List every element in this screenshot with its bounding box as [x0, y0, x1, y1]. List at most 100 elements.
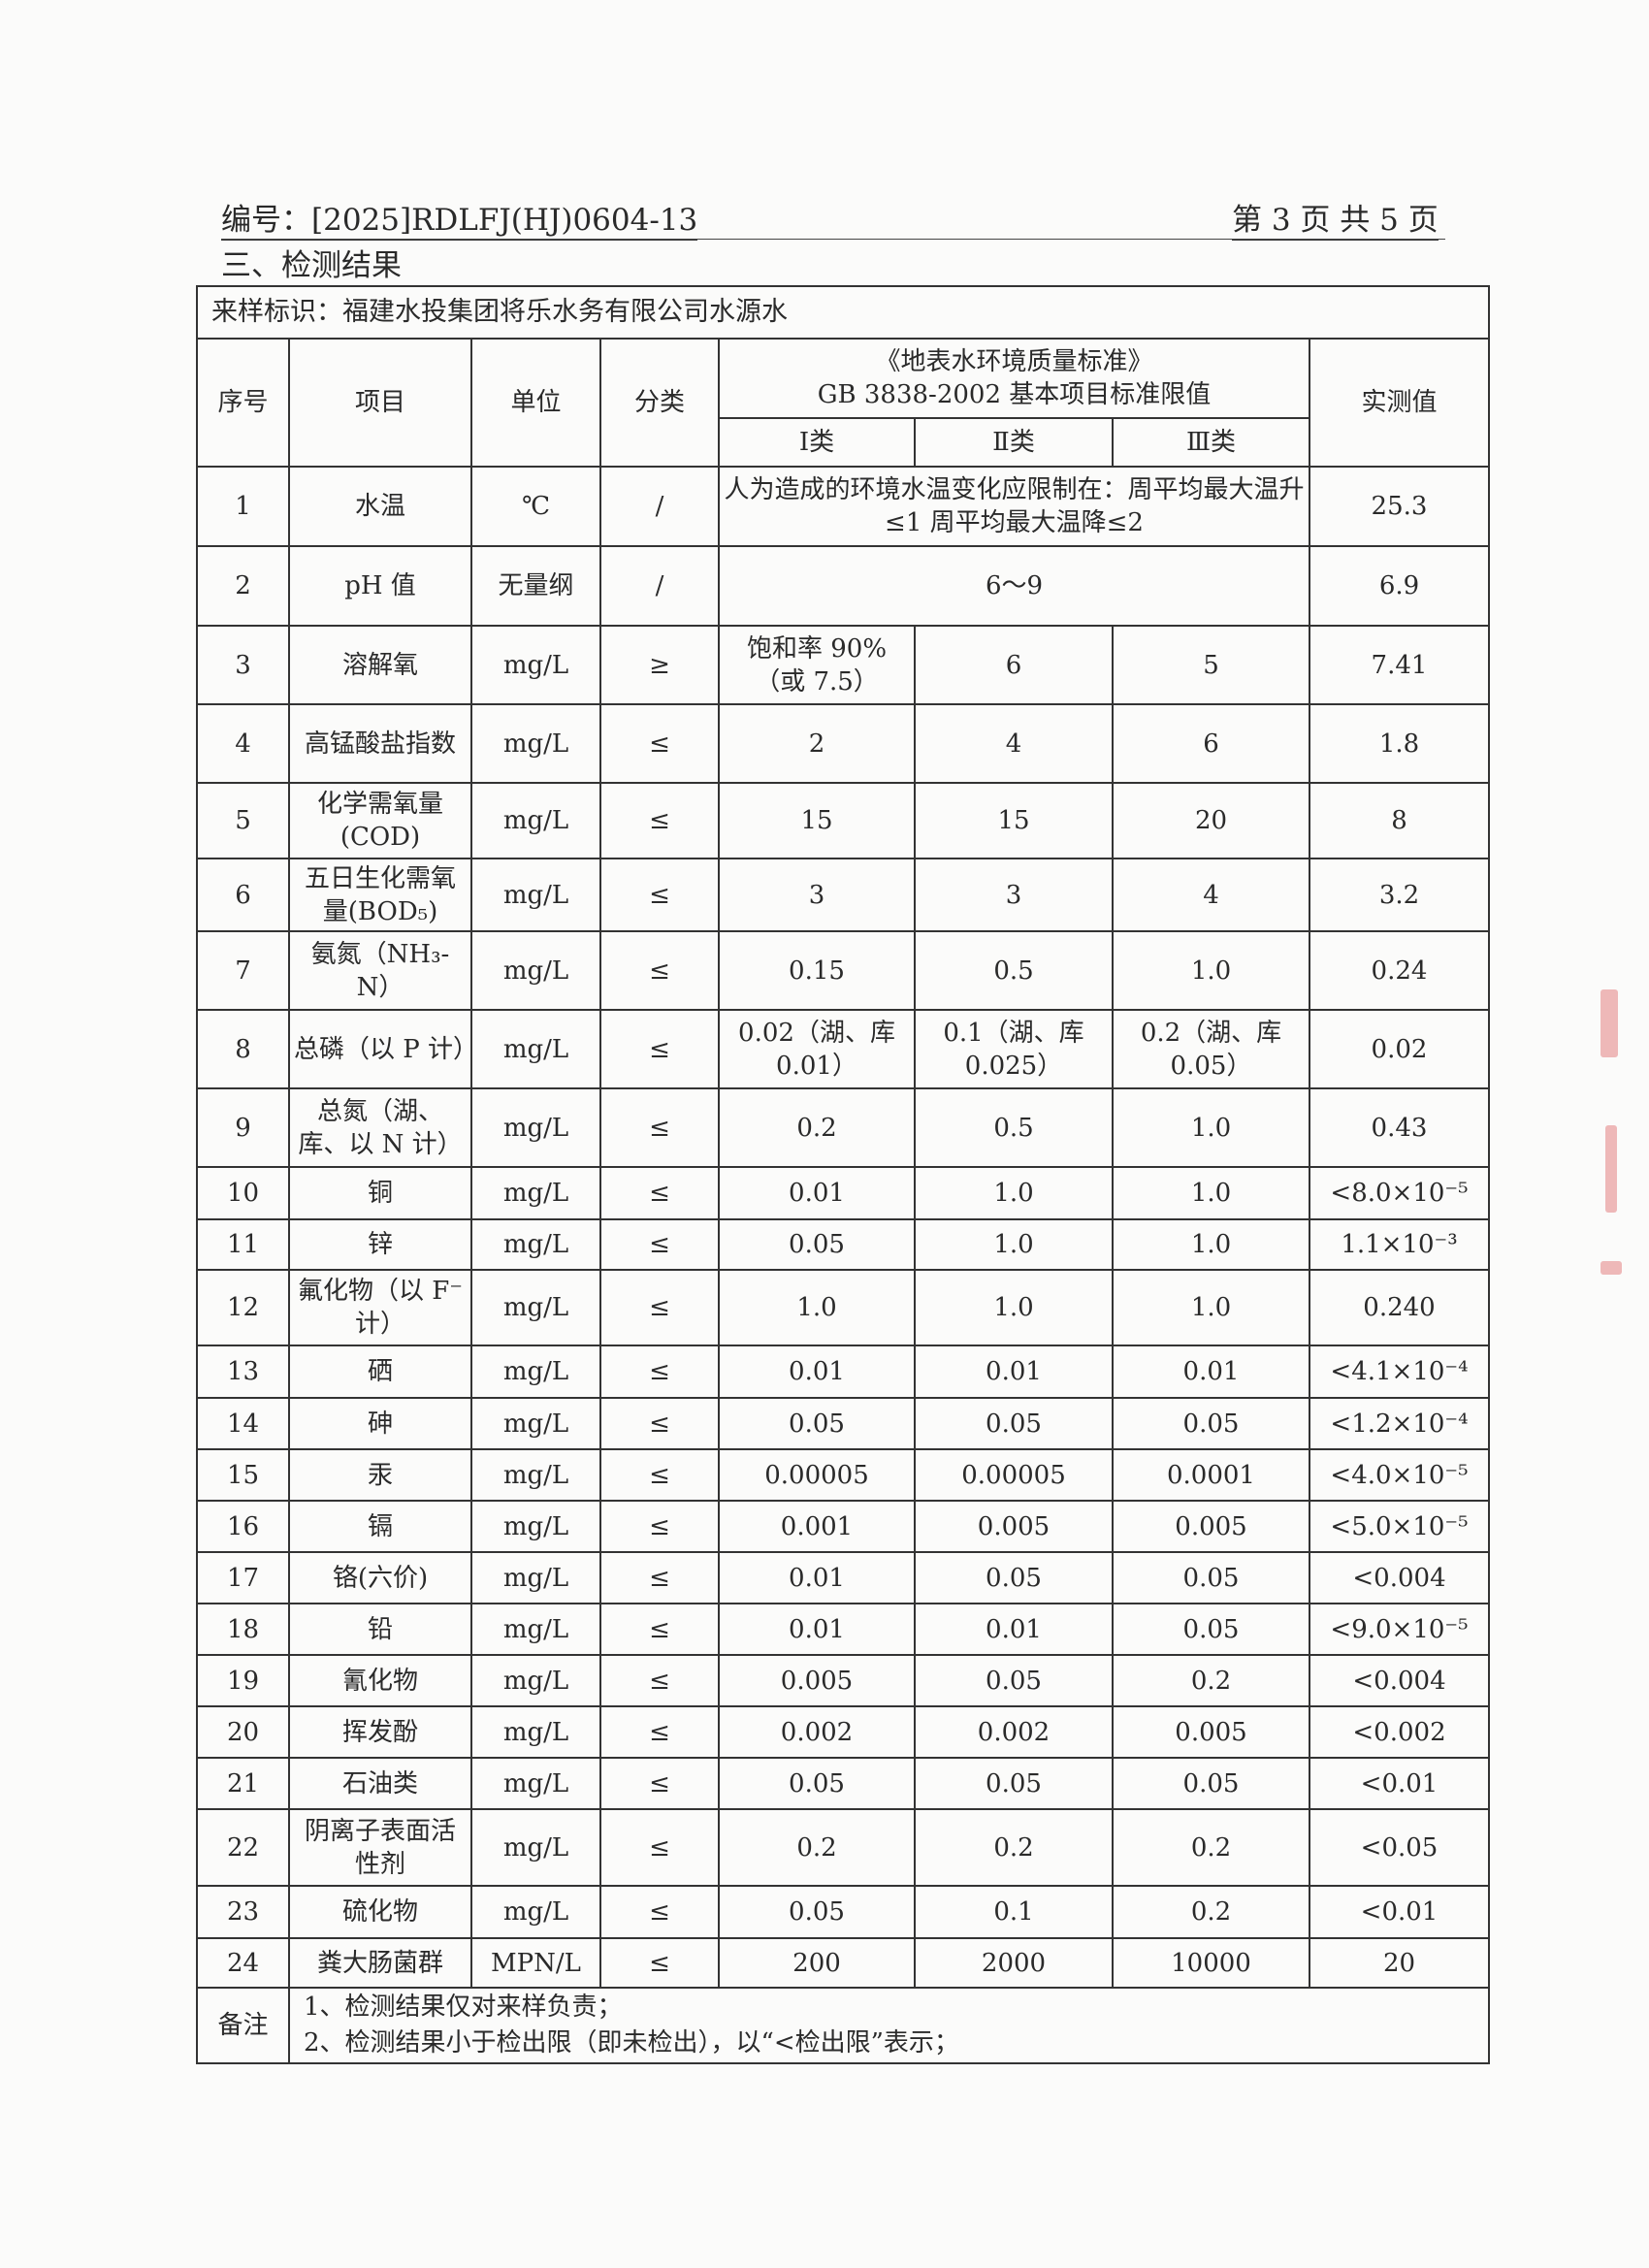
row-number: 5 — [196, 782, 290, 859]
class-1-limit: 0.05 — [718, 1757, 916, 1810]
measured-value: <0.01 — [1309, 1757, 1490, 1810]
measured-value: 20 — [1309, 1937, 1490, 1989]
col-header-class: 分类 — [599, 338, 720, 468]
item-name: 五日生化需氧量(BOD₅) — [288, 858, 472, 932]
table-row: 14 砷 mg/L ≤0.05 0.05 0.05 <1.2×10⁻⁴ — [196, 1397, 1490, 1450]
measured-value: 1.1×10⁻³ — [1309, 1218, 1490, 1271]
row-number: 7 — [196, 930, 290, 1011]
unit: mg/L — [470, 1808, 601, 1887]
class-2-limit: 1.0 — [914, 1218, 1114, 1271]
item-name: 铜 — [288, 1166, 472, 1220]
unit: mg/L — [470, 1087, 601, 1168]
item-name: 硫化物 — [288, 1885, 472, 1939]
class-3-limit: 1.0 — [1112, 1218, 1310, 1271]
table-row: 20 挥发酚 mg/L ≤0.002 0.002 0.005 <0.002 — [196, 1705, 1490, 1759]
item-name: 镉 — [288, 1500, 472, 1553]
class-2-limit: 15 — [914, 782, 1114, 859]
comparison: ≤ — [599, 1269, 720, 1346]
table-row: 12 氟化物（以 F⁻计） mg/L ≤1.0 1.0 1.0 0.240 — [196, 1269, 1490, 1346]
unit: mg/L — [470, 703, 601, 784]
table-row: 18 铅 mg/L ≤0.01 0.01 0.05 <9.0×10⁻⁵ — [196, 1603, 1490, 1656]
class-1-limit: 0.05 — [718, 1885, 916, 1939]
comparison: ≤ — [599, 703, 720, 784]
class-2-limit: 0.01 — [914, 1603, 1114, 1656]
document-number: 编号：[2025]RDLFJ(HJ)0604-13 — [221, 202, 698, 241]
class-2-limit: 0.00005 — [914, 1448, 1114, 1502]
row-number: 14 — [196, 1397, 290, 1450]
class-1-limit: 0.05 — [718, 1218, 916, 1271]
unit: mg/L — [470, 1166, 601, 1220]
row-number: 17 — [196, 1551, 290, 1604]
measured-value: <1.2×10⁻⁴ — [1309, 1397, 1490, 1450]
class-1-limit: 饱和率 90%（或 7.5） — [718, 625, 916, 705]
note-line: 2、检测结果小于检出限（即未检出），以“<检出限”表示； — [304, 2028, 959, 2057]
class-2-limit: 0.2 — [914, 1808, 1114, 1887]
unit: mg/L — [470, 1500, 601, 1553]
item-name: pH 值 — [288, 545, 472, 627]
row-number: 21 — [196, 1757, 290, 1810]
table-row: 7 氨氮（NH₃-N） mg/L ≤0.15 0.5 1.0 0.24 — [196, 930, 1490, 1011]
table-row: 21 石油类 mg/L ≤0.05 0.05 0.05 <0.01 — [196, 1757, 1490, 1810]
col-header-standard: 《地表水环境质量标准》 GB 3838-2002 基本项目标准限值 — [718, 338, 1310, 419]
class-2-limit: 6 — [914, 625, 1114, 705]
class-1-limit: 0.05 — [718, 1397, 916, 1450]
unit: mg/L — [470, 1009, 601, 1089]
class-2-limit: 0.01 — [914, 1345, 1114, 1399]
class-2-limit: 0.05 — [914, 1397, 1114, 1450]
table-row: 22 阴离子表面活性剂 mg/L ≤0.2 0.2 0.2 <0.05 — [196, 1808, 1490, 1887]
row-number: 18 — [196, 1603, 290, 1656]
class-1-limit: 0.01 — [718, 1551, 916, 1604]
class-3-limit: 6 — [1112, 703, 1310, 784]
item-name: 硒 — [288, 1345, 472, 1399]
unit: 无量纲 — [470, 545, 601, 627]
measured-value: 0.43 — [1309, 1087, 1490, 1168]
row-number: 2 — [196, 545, 290, 627]
measured-value: 1.8 — [1309, 703, 1490, 784]
class-3-limit: 0.005 — [1112, 1705, 1310, 1759]
class-3-limit: 0.05 — [1112, 1551, 1310, 1604]
comparison: / — [599, 466, 720, 547]
item-name: 砷 — [288, 1397, 472, 1450]
class-2-limit: 0.1（湖、库 0.025） — [914, 1009, 1114, 1089]
class-2-limit: 4 — [914, 703, 1114, 784]
class-2-limit: 0.05 — [914, 1654, 1114, 1707]
item-name: 粪大肠菌群 — [288, 1937, 472, 1989]
item-name: 总磷（以 P 计） — [288, 1009, 478, 1089]
table-row: 11 锌 mg/L ≤0.05 1.0 1.0 1.1×10⁻³ — [196, 1218, 1490, 1271]
class-3-limit: 0.2（湖、库 0.05） — [1112, 1009, 1310, 1089]
measured-value: <4.0×10⁻⁵ — [1309, 1448, 1490, 1502]
item-name: 水温 — [288, 466, 472, 547]
table-row: 15 汞 mg/L ≤0.00005 0.00005 0.0001 <4.0×10⁻⁵ — [196, 1448, 1490, 1502]
class-3-limit: 1.0 — [1112, 1087, 1310, 1168]
measured-value: <0.01 — [1309, 1885, 1490, 1939]
unit: mg/L — [470, 858, 601, 932]
stamp-fragment — [1600, 989, 1618, 1057]
row-number: 11 — [196, 1218, 290, 1271]
measured-value: <8.0×10⁻⁵ — [1309, 1166, 1490, 1220]
unit: mg/L — [470, 1269, 601, 1346]
unit: mg/L — [470, 1218, 601, 1271]
col-header-result: 实测值 — [1309, 338, 1490, 468]
class-2-limit: 1.0 — [914, 1269, 1114, 1346]
table-row: 23 硫化物 mg/L ≤0.05 0.1 0.2 <0.01 — [196, 1885, 1490, 1939]
comparison: ≤ — [599, 1345, 720, 1399]
results-table: 来样标识：福建水投集团将乐水务有限公司水源水 序号 项目 单位 分类 《地表水环… — [196, 285, 1490, 2064]
measured-value: 7.41 — [1309, 625, 1490, 705]
table-row: 19 氰化物 mg/L ≤0.005 0.05 0.2 <0.004 — [196, 1654, 1490, 1707]
comparison: ≤ — [599, 1551, 720, 1604]
unit: mg/L — [470, 930, 601, 1011]
standard-line-2: GB 3838-2002 基本项目标准限值 — [817, 380, 1212, 409]
class-1-limit: 0.02（湖、库 0.01） — [718, 1009, 916, 1089]
col-header-unit: 单位 — [470, 338, 601, 468]
comparison: ≤ — [599, 1166, 720, 1220]
class-1-limit: 0.002 — [718, 1705, 916, 1759]
item-name: 汞 — [288, 1448, 472, 1502]
item-name: 石油类 — [288, 1757, 472, 1810]
row-number: 23 — [196, 1885, 290, 1939]
unit: mg/L — [470, 1397, 601, 1450]
page-number: 第 3 页 共 5 页 — [1232, 202, 1439, 241]
measured-value: 0.02 — [1309, 1009, 1490, 1089]
class-1-limit: 3 — [718, 858, 916, 932]
comparison: ≤ — [599, 1705, 720, 1759]
measured-value: <0.004 — [1309, 1654, 1490, 1707]
